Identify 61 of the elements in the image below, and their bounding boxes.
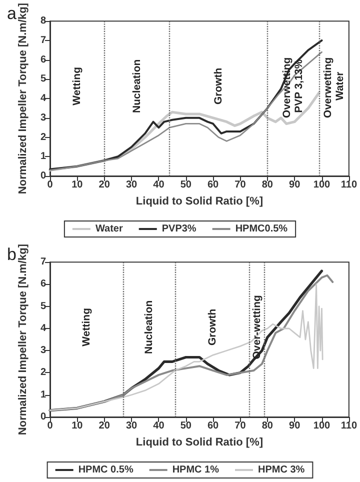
x-axis-title: Liquid to Solid Ratio [%]: [136, 196, 264, 208]
y-tick-label: 7: [40, 256, 46, 268]
y-tick-label: 4: [40, 93, 46, 104]
annotation: Growth: [212, 68, 224, 105]
y-tick-label: 1: [40, 151, 46, 162]
annotation: Overwetting Water: [322, 54, 346, 118]
x-axis-title: Liquid to Solid Ratio [%]: [136, 436, 264, 448]
x-tick-label: 30: [126, 180, 138, 190]
x-tick-label: 80: [262, 180, 274, 190]
x-tick-label: 70: [234, 180, 246, 190]
x-tick-label: 80: [262, 420, 274, 432]
x-tick-label: 60: [207, 420, 220, 432]
y-tick-label: 2: [40, 367, 46, 378]
legend-label: Water: [95, 224, 123, 234]
legend-label: HPMC 1%: [172, 464, 220, 476]
x-tick-label: 50: [180, 180, 192, 190]
legend-label: HPMC0.5%: [235, 224, 288, 234]
y-tick-label: 4: [40, 322, 46, 334]
y-tick-label: 3: [40, 112, 46, 124]
legend-label: HPMC 3%: [258, 464, 305, 476]
x-tick-label: 110: [340, 420, 358, 432]
y-tick-label: 0: [40, 170, 46, 182]
y-tick-label: 5: [40, 300, 46, 312]
annotation: Wetting: [71, 67, 84, 106]
annotation: Overwetting PVP 3,13%: [281, 54, 306, 118]
annotation: Growth: [206, 308, 218, 346]
chart-title: a: [7, 4, 17, 23]
y-tick-label: 2: [40, 132, 46, 143]
legend-label: HPMC 0.5%: [78, 464, 134, 476]
x-tick-label: 10: [72, 180, 84, 190]
x-tick-label: 90: [289, 420, 301, 432]
x-tick-label: 110: [340, 180, 358, 190]
x-tick-label: 20: [98, 420, 110, 432]
y-tick-label: 6: [40, 54, 46, 66]
annotation: Nucleation: [130, 59, 143, 114]
y-axis-title: Normalized Impeller Torque [N.m/kg]: [17, 2, 30, 194]
x-tick-label: 10: [72, 420, 84, 432]
x-tick-label: 30: [126, 420, 138, 432]
x-tick-label: 40: [153, 180, 165, 190]
y-tick-label: 8: [40, 16, 46, 27]
legend-label: PVP3%: [162, 224, 196, 234]
chart-title: b: [7, 245, 16, 264]
x-tick-label: 100: [313, 180, 331, 190]
y-tick-label: 0: [40, 412, 46, 422]
x-tick-label: 20: [98, 180, 110, 190]
y-tick-label: 7: [40, 34, 46, 46]
y-tick-label: 1: [40, 389, 46, 400]
x-tick-label: 50: [180, 420, 192, 432]
x-tick-label: 0: [47, 180, 54, 190]
x-tick-label: 70: [234, 420, 246, 432]
x-tick-label: 100: [313, 420, 331, 432]
y-axis-title: Normalized Impeller Torque [N.m/kg]: [17, 244, 30, 436]
x-tick-label: 90: [289, 180, 301, 190]
x-tick-label: 40: [153, 420, 165, 432]
x-tick-label: 0: [47, 420, 54, 432]
annotation: Wetting: [80, 308, 93, 346]
y-tick-label: 5: [40, 74, 46, 85]
x-tick-label: 60: [207, 180, 220, 190]
y-tick-label: 6: [40, 278, 46, 290]
annotation: Nucleation: [143, 300, 156, 354]
y-tick-label: 3: [40, 345, 46, 356]
